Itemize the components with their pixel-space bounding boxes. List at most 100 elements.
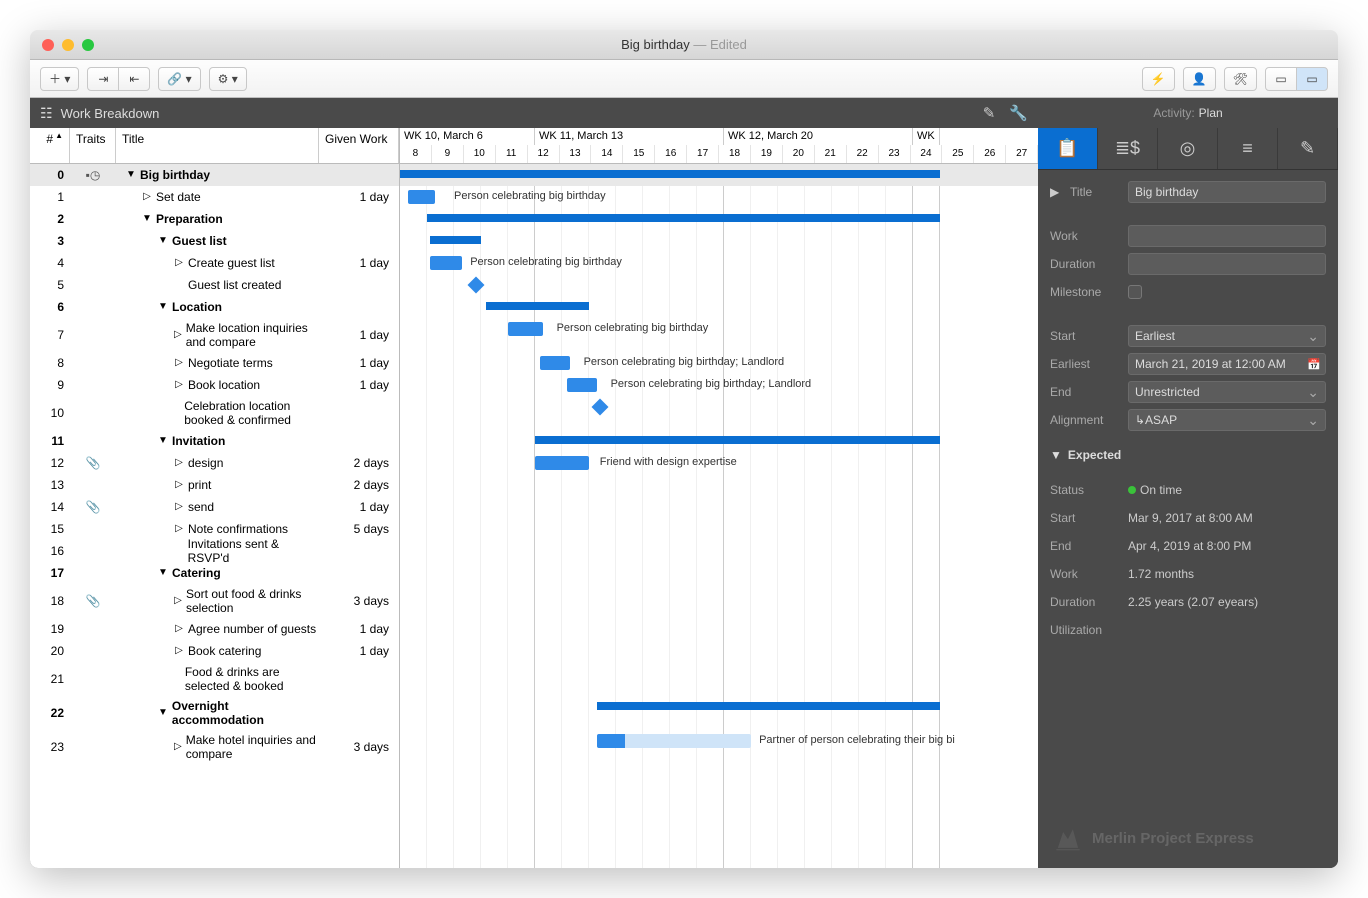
table-row[interactable]: 6▼Location (30, 296, 399, 318)
table-row[interactable]: 5Guest list created (30, 274, 399, 296)
table-row[interactable]: 13▷print2 days (30, 474, 399, 496)
tab-sliders[interactable]: ≡ (1218, 128, 1278, 169)
row-title[interactable]: Celebration location booked & confirmed (116, 399, 319, 427)
table-row[interactable]: 19▷Agree number of guests1 day (30, 618, 399, 640)
row-title[interactable]: ▼Big birthday (116, 168, 319, 182)
table-row[interactable]: 21Food & drinks are selected & booked (30, 662, 399, 696)
row-title[interactable]: ▷Agree number of guests (116, 622, 319, 636)
row-title[interactable]: ▷send (116, 500, 319, 514)
col-number[interactable]: #▲ (30, 128, 70, 163)
table-row[interactable]: 16Invitations sent & RSVP'd (30, 540, 399, 562)
panel-left-button[interactable]: ▭ (1265, 67, 1297, 91)
gantt-bar[interactable] (597, 702, 940, 710)
row-title[interactable]: Food & drinks are selected & booked (116, 665, 319, 693)
disclosure-icon[interactable]: ▷ (174, 357, 184, 368)
row-title[interactable]: ▼Invitation (116, 434, 319, 448)
disclosure-icon[interactable]: ▼ (158, 435, 168, 446)
table-row[interactable]: 9▷Book location1 day (30, 374, 399, 396)
zoom-icon[interactable] (82, 39, 94, 51)
disclosure-icon[interactable]: ▷ (174, 741, 182, 752)
gantt-bar[interactable] (400, 170, 940, 178)
bolt-button[interactable]: ⚡ (1142, 67, 1175, 91)
row-title[interactable]: ▷Make hotel inquiries and compare (116, 733, 319, 761)
alignment-select[interactable]: ↳ASAP (1128, 409, 1326, 431)
milestone-icon[interactable] (468, 277, 485, 294)
earliest-field[interactable]: March 21, 2019 at 12:00 AM (1128, 353, 1326, 375)
tools-button[interactable]: 🛠 (1224, 67, 1257, 91)
disclosure-icon[interactable]: ▼ (142, 213, 152, 224)
gantt-bar[interactable] (535, 456, 589, 470)
disclosure-icon[interactable]: ▷ (174, 479, 184, 490)
table-row[interactable]: 8▷Negotiate terms1 day (30, 352, 399, 374)
duration-field[interactable] (1128, 253, 1326, 275)
table-row[interactable]: 18📎▷Sort out food & drinks selection3 da… (30, 584, 399, 618)
disclosure-icon[interactable]: ▷ (174, 257, 184, 268)
gantt-bar[interactable] (540, 356, 570, 370)
table-row[interactable]: 7▷Make location inquiries and compare1 d… (30, 318, 399, 352)
close-icon[interactable] (42, 39, 54, 51)
start-select[interactable]: Earliest (1128, 325, 1326, 347)
disclosure-icon[interactable]: ▷ (174, 379, 184, 390)
table-row[interactable]: 12📎▷design2 days (30, 452, 399, 474)
table-row[interactable]: 4▷Create guest list1 day (30, 252, 399, 274)
col-given-work[interactable]: Given Work (319, 128, 399, 163)
milestone-icon[interactable] (592, 399, 609, 416)
milestone-checkbox[interactable] (1128, 285, 1142, 299)
tab-cost[interactable]: ≣$ (1098, 128, 1158, 169)
indent-button[interactable]: ⇥ (87, 67, 119, 91)
row-title[interactable]: ▷Make location inquiries and compare (116, 321, 319, 349)
disclosure-icon[interactable]: ▼ (126, 169, 136, 180)
disclosure-icon[interactable]: ▷ (174, 595, 182, 606)
gantt-bar[interactable] (486, 302, 589, 310)
gantt-bar[interactable] (430, 236, 481, 244)
gear-button[interactable]: ⚙ ▾ (209, 67, 247, 91)
panel-right-button[interactable]: ▭ (1296, 67, 1328, 91)
row-title[interactable]: ▷Set date (116, 190, 319, 204)
table-row[interactable]: 11▼Invitation (30, 430, 399, 452)
disclosure-icon[interactable]: ▷ (174, 329, 182, 340)
col-traits[interactable]: Traits (70, 128, 116, 163)
disclosure-icon[interactable]: ▷ (174, 457, 184, 468)
table-row[interactable]: 2▼Preparation (30, 208, 399, 230)
row-title[interactable]: Guest list created (116, 278, 319, 292)
disclosure-icon[interactable]: ▷ (142, 191, 152, 202)
disclosure-icon[interactable]: ▷ (174, 501, 184, 512)
disclosure-icon[interactable]: ▷ (174, 523, 184, 534)
table-row[interactable]: 0▪◷▼Big birthday (30, 164, 399, 186)
gantt-bar[interactable] (430, 256, 462, 270)
brush-icon[interactable]: ✎ (983, 104, 996, 122)
gantt-bar[interactable] (427, 214, 940, 222)
tab-edit[interactable]: ✎ (1278, 128, 1338, 169)
row-title[interactable]: ▷Negotiate terms (116, 356, 319, 370)
disclosure-icon[interactable]: ▼ (158, 301, 168, 312)
disclosure-icon[interactable]: ▷ (174, 623, 184, 634)
row-title[interactable]: Invitations sent & RSVP'd (116, 537, 319, 565)
row-title[interactable]: ▼Catering (116, 566, 319, 580)
outdent-button[interactable]: ⇤ (118, 67, 150, 91)
tab-plan[interactable]: 📋 (1038, 128, 1098, 169)
table-row[interactable]: 23▷Make hotel inquiries and compare3 day… (30, 730, 399, 764)
row-title[interactable]: ▷print (116, 478, 319, 492)
gantt-bar[interactable] (567, 378, 597, 392)
disclosure-icon[interactable]: ▼ (158, 567, 168, 578)
gantt-bar[interactable] (597, 734, 751, 748)
gantt-bar[interactable] (508, 322, 543, 336)
titlebar[interactable]: Big birthday — Edited (30, 30, 1338, 60)
row-title[interactable]: ▷Create guest list (116, 256, 319, 270)
table-row[interactable]: 17▼Catering (30, 562, 399, 584)
row-title[interactable]: ▷Note confirmations (116, 522, 319, 536)
table-row[interactable]: 22▼Overnight accommodation (30, 696, 399, 730)
table-row[interactable]: 1▷Set date1 day (30, 186, 399, 208)
table-row[interactable]: 20▷Book catering1 day (30, 640, 399, 662)
table-row[interactable]: 3▼Guest list (30, 230, 399, 252)
disclosure-icon[interactable]: ▼ (158, 707, 168, 718)
col-title[interactable]: Title (116, 128, 319, 163)
link-button[interactable]: 🔗 ▾ (158, 67, 200, 91)
gantt-bar[interactable] (535, 436, 940, 444)
row-title[interactable]: ▷Book location (116, 378, 319, 392)
minimize-icon[interactable] (62, 39, 74, 51)
row-title[interactable]: ▷Sort out food & drinks selection (116, 587, 319, 615)
gantt-bar[interactable] (408, 190, 435, 204)
row-title[interactable]: ▷Book catering (116, 644, 319, 658)
row-title[interactable]: ▷design (116, 456, 319, 470)
